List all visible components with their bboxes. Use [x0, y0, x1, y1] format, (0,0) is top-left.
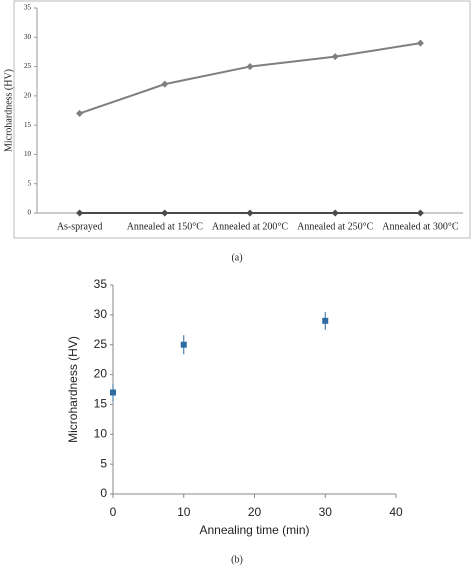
data-point — [331, 53, 339, 61]
y-tick-label: 30 — [94, 307, 108, 321]
y-tick-label: 15 — [24, 121, 32, 129]
y-tick-label: 5 — [28, 179, 32, 187]
data-point — [161, 209, 169, 217]
y-axis-label: Microhardness (HV) — [66, 336, 80, 443]
x-tick-label: Annealed at 300°C — [382, 221, 459, 232]
x-tick-label: 30 — [319, 505, 333, 519]
y-tick-label: 10 — [24, 150, 32, 158]
data-point — [246, 63, 254, 71]
y-tick-label: 5 — [100, 456, 107, 470]
data-point — [322, 317, 329, 324]
data-point — [416, 209, 424, 217]
caption: (a) — [231, 252, 242, 263]
y-tick-label: 10 — [94, 426, 108, 440]
caption: (b) — [231, 554, 243, 565]
x-tick-label: Annealed at 250°C — [297, 221, 374, 232]
y-tick-label: 20 — [94, 367, 108, 381]
x-tick-label: 10 — [177, 505, 191, 519]
y-tick-label: 30 — [24, 33, 32, 41]
data-point — [246, 209, 254, 217]
x-tick-label: 40 — [389, 505, 403, 519]
x-tick-label: 20 — [248, 505, 262, 519]
y-tick-label: 25 — [24, 62, 32, 70]
y-tick-label: 0 — [28, 209, 32, 217]
x-tick-label: Annealed at 150°C — [127, 221, 204, 232]
y-tick-label: 35 — [94, 277, 108, 291]
x-axis-label: Annealing time (min) — [199, 523, 309, 537]
x-tick-label: 0 — [110, 505, 117, 519]
data-point — [180, 341, 187, 348]
y-tick-label: 20 — [24, 91, 32, 99]
x-tick-label: Annealed at 200°C — [212, 221, 289, 232]
data-point — [416, 39, 424, 47]
data-point — [110, 389, 116, 396]
y-tick-label: 35 — [24, 4, 32, 12]
y-tick-label: 25 — [94, 337, 108, 351]
x-tick-label: As-sprayed — [57, 221, 103, 232]
series-line — [79, 42, 421, 115]
data-point — [331, 209, 339, 217]
data-point — [76, 109, 84, 117]
y-axis-label: Microhardness (HV) — [3, 69, 14, 152]
y-tick-label: 0 — [100, 486, 107, 500]
data-point — [76, 209, 84, 217]
data-point — [161, 80, 169, 88]
y-tick-label: 15 — [94, 397, 108, 411]
chart-frame — [13, 0, 471, 239]
